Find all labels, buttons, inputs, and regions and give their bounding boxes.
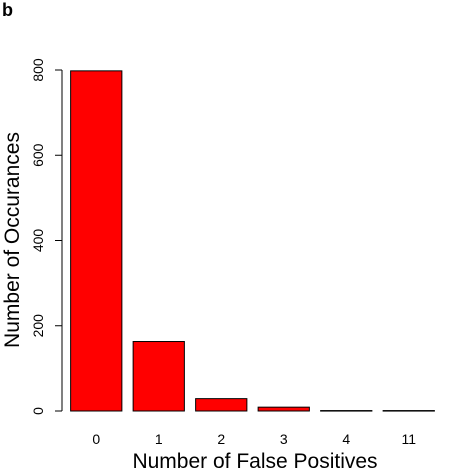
y-tick-label: 200 — [30, 314, 46, 338]
x-tick-label: 2 — [217, 431, 225, 447]
x-tick-label: 4 — [342, 431, 350, 447]
bar-0 — [70, 70, 123, 412]
x-tick-label: 3 — [280, 431, 288, 447]
x-axis-label: Number of False Positives — [132, 450, 377, 473]
x-tick-label: 0 — [92, 431, 100, 447]
x-tick-labels: 0 1 2 3 4 11 — [92, 431, 416, 447]
y-tick-label: 400 — [30, 229, 46, 253]
y-axis: 0 200 400 600 800 — [30, 58, 63, 415]
bars — [70, 70, 435, 412]
bar-11 — [382, 410, 435, 412]
y-tick-label: 800 — [30, 58, 46, 82]
bar-2 — [195, 398, 248, 412]
bar-4 — [320, 410, 373, 412]
x-tick-label: 11 — [401, 431, 416, 447]
bar-1 — [132, 341, 185, 412]
y-tick-label: 0 — [30, 407, 46, 415]
bar-3 — [257, 406, 310, 412]
panel-label: b — [2, 0, 13, 20]
y-axis-label: Number of Occurances — [1, 132, 24, 348]
x-tick-label: 1 — [155, 431, 163, 447]
y-tick-label: 600 — [30, 143, 46, 167]
